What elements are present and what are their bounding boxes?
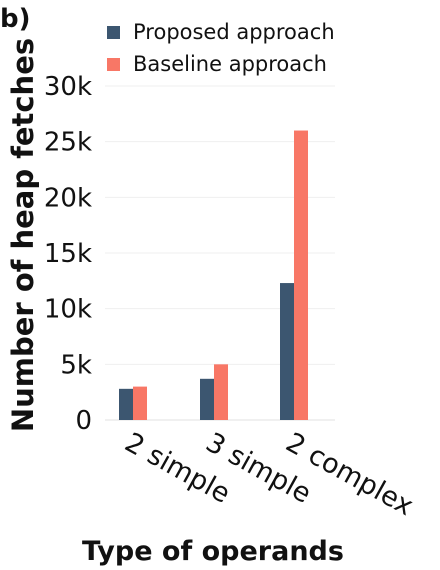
bar-proposed [119, 388, 133, 420]
legend: Proposed approach Baseline approach [107, 20, 335, 76]
bar-baseline [133, 386, 147, 420]
y-axis-ticks: 0 5k 10k 15k 20k 25k 30k [44, 72, 92, 436]
y-tick-label: 30k [44, 72, 92, 102]
y-tick-label: 25k [44, 128, 92, 158]
x-axis-label: Type of operands [82, 536, 344, 567]
bars [119, 130, 308, 421]
legend-swatch [107, 58, 120, 71]
y-tick-label: 0 [75, 406, 92, 436]
y-tick-label: 10k [44, 295, 92, 325]
legend-label: Baseline approach [133, 52, 327, 76]
gridlines [105, 85, 335, 421]
legend-label: Proposed approach [133, 20, 335, 44]
bar-proposed [280, 283, 294, 420]
bar-proposed [200, 378, 214, 420]
y-tick-label: 15k [44, 239, 92, 269]
panel-label: b) [0, 4, 31, 34]
y-tick-label: 20k [44, 183, 92, 213]
bar-baseline [294, 130, 308, 421]
legend-swatch [107, 26, 120, 39]
y-tick-label: 5k [60, 350, 92, 380]
bar-baseline [214, 364, 228, 420]
y-axis-label: Number of heap fetches [6, 38, 40, 432]
